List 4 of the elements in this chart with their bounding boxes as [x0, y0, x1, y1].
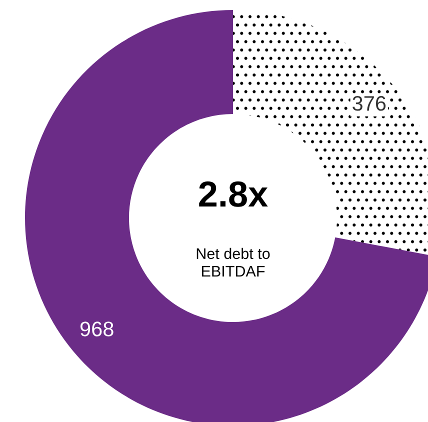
- data-label: 968: [80, 322, 114, 336]
- data-label: 376: [352, 96, 386, 111]
- text: 2.8x: [199, 181, 268, 207]
- text: Net debt to EBITDAF: [196, 248, 270, 276]
